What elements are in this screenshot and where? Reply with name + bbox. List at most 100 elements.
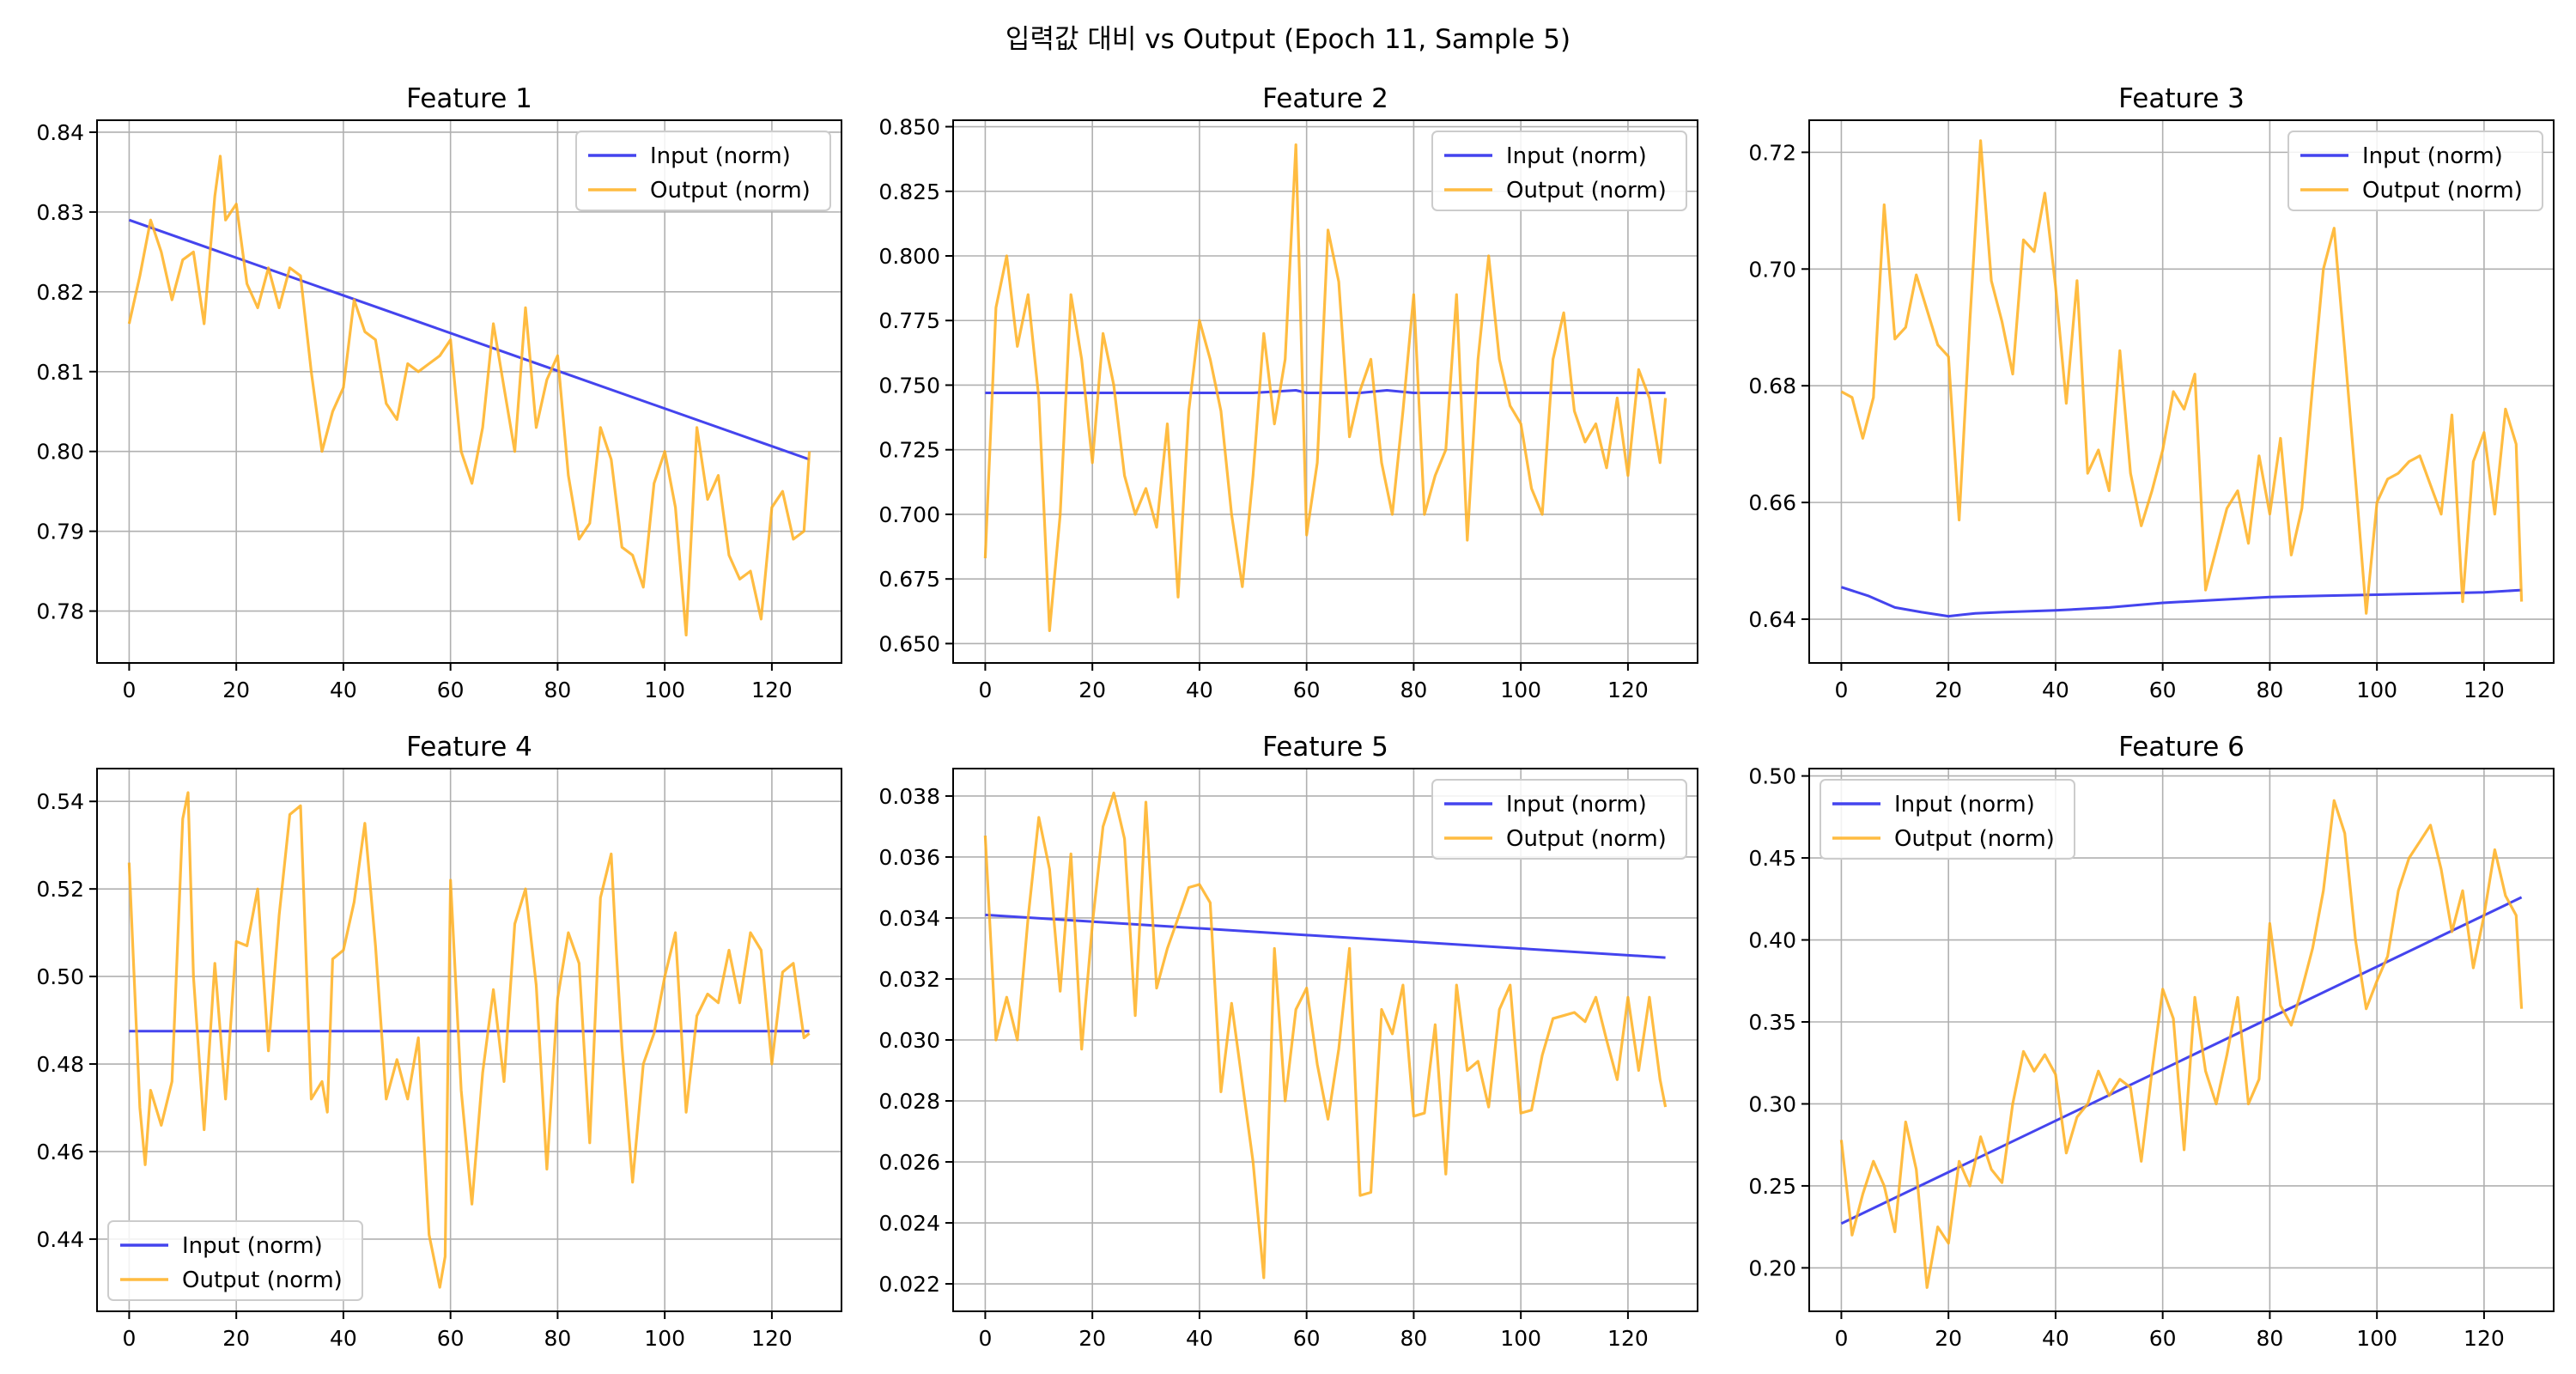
- chart-2-y-tick-label: 0.650: [878, 631, 940, 656]
- chart-1-y-tick-label: 0.83: [36, 200, 84, 225]
- chart-5-y-tick-label: 0.026: [878, 1150, 940, 1175]
- chart-3-x-tick-label: 120: [2464, 678, 2505, 702]
- chart-2-x-tick-label: 40: [1186, 678, 1213, 702]
- chart-5-series-output-line: [983, 791, 1668, 1280]
- chart-1-y-tick-label: 0.80: [36, 440, 84, 465]
- chart-3-y-tick-label: 0.68: [1748, 374, 1796, 398]
- chart-2-y-tick-label: 0.775: [878, 308, 940, 333]
- chart-5-legend: Input (norm) Output (norm): [1431, 779, 1687, 860]
- chart-3-axes-frame: [1808, 119, 2555, 664]
- chart-2-x-tick-label: 60: [1293, 678, 1321, 702]
- chart-5-x-tick-label: 80: [1400, 1326, 1428, 1351]
- chart-6-x-tick-label: 40: [2042, 1326, 2069, 1351]
- chart-6-y-tick-label: 0.35: [1748, 1010, 1796, 1035]
- chart-5-x-tick-label: 40: [1186, 1326, 1213, 1351]
- chart-6-series-input-line: [1840, 896, 2523, 1225]
- chart-6-y-tick-label: 0.45: [1748, 846, 1796, 871]
- chart-4-x-tick-label: 80: [544, 1326, 572, 1351]
- chart-5-y-tick-label: 0.024: [878, 1211, 940, 1236]
- chart-4-legend: Input (norm) Output (norm): [107, 1220, 363, 1301]
- chart-3-x-tick-label: 60: [2149, 678, 2177, 702]
- chart-2-y-tick-label: 0.800: [878, 244, 940, 269]
- chart-4-series-output-line: [127, 791, 811, 1289]
- chart-1-title: Feature 1: [406, 83, 532, 114]
- chart-4-y-tick-label: 0.52: [36, 877, 84, 902]
- chart-2-y-tick-label: 0.725: [878, 438, 940, 463]
- chart-6-legend-label-input: Input (norm): [1894, 792, 2035, 818]
- chart-6-legend: Input (norm) Output (norm): [1820, 779, 2075, 860]
- chart-5-legend-label-input: Input (norm): [1506, 792, 1647, 818]
- chart-1-x-tick-label: 0: [122, 678, 136, 702]
- chart-4-axes-frame: [96, 768, 842, 1312]
- chart-2-y-tick-label: 0.850: [878, 115, 940, 140]
- chart-6-x-tick-label: 100: [2356, 1326, 2397, 1351]
- chart-1-x-tick-label: 80: [544, 678, 572, 702]
- chart-4-y-tick-label: 0.46: [36, 1140, 84, 1164]
- chart-2-legend-label-input: Input (norm): [1506, 143, 1647, 169]
- chart-2-y-tick-label: 0.675: [878, 567, 940, 592]
- chart-5-y-tick-label: 0.038: [878, 784, 940, 809]
- chart-6-x-tick-label: 20: [1935, 1326, 1962, 1351]
- chart-2-x-tick-label: 100: [1500, 678, 1541, 702]
- chart-3-x-tick-label: 0: [1834, 678, 1848, 702]
- chart-1-y-tick-label: 0.79: [36, 520, 84, 544]
- chart-3-y-tick-label: 0.70: [1748, 257, 1796, 282]
- chart-6-y-tick-label: 0.25: [1748, 1174, 1796, 1199]
- chart-3-series-input-line: [1840, 586, 2522, 618]
- chart-4-legend-label-input: Input (norm): [182, 1233, 323, 1259]
- chart-3-series-output-line: [1840, 139, 2524, 615]
- chart-3-x-tick-label: 20: [1935, 678, 1962, 702]
- chart-2-legend: Input (norm) Output (norm): [1431, 131, 1687, 211]
- chart-2-legend-box: [1431, 131, 1687, 211]
- chart-3-legend: Input (norm) Output (norm): [2287, 131, 2543, 211]
- chart-2-x-tick-label: 120: [1607, 678, 1649, 702]
- chart-4-legend-label-output: Output (norm): [182, 1268, 343, 1293]
- chart-1-series-output-line: [127, 155, 811, 637]
- chart-2-x-tick-label: 20: [1078, 678, 1106, 702]
- chart-1-x-tick-label: 100: [644, 678, 685, 702]
- chart-2-axes-frame: [952, 119, 1698, 664]
- chart-1-legend: Input (norm) Output (norm): [575, 131, 831, 211]
- chart-6-title: Feature 6: [2118, 732, 2245, 763]
- chart-4-legend-box: [107, 1220, 363, 1301]
- chart-5-x-tick-label: 60: [1293, 1326, 1321, 1351]
- chart-4-y-tick-label: 0.44: [36, 1227, 84, 1252]
- chart-6-x-tick-label: 80: [2257, 1326, 2284, 1351]
- chart-2-title: Feature 2: [1262, 83, 1388, 114]
- figure-title: 입력값 대비 vs Output (Epoch 11, Sample 5): [1005, 24, 1571, 55]
- chart-4-x-tick-label: 100: [644, 1326, 685, 1351]
- chart-1-y-tick-label: 0.81: [36, 360, 84, 385]
- chart-3-x-tick-label: 80: [2257, 678, 2284, 702]
- chart-2-y-tick-label: 0.750: [878, 373, 940, 398]
- chart-2-series-input-line: [985, 389, 1666, 394]
- chart-5-y-tick-label: 0.036: [878, 845, 940, 870]
- chart-6-y-tick-label: 0.30: [1748, 1091, 1796, 1116]
- chart-2-x-tick-label: 0: [978, 678, 992, 702]
- chart-4-x-tick-label: 40: [330, 1326, 357, 1351]
- chart-4-x-tick-label: 20: [222, 1326, 250, 1351]
- chart-5-y-tick-label: 0.034: [878, 906, 940, 931]
- chart-4-y-tick-label: 0.50: [36, 964, 84, 989]
- chart-3-x-tick-label: 40: [2042, 678, 2069, 702]
- chart-5-series-input-line: [985, 913, 1666, 959]
- chart-1-y-tick-label: 0.84: [36, 120, 84, 145]
- chart-6-y-tick-label: 0.20: [1748, 1255, 1796, 1280]
- chart-4-x-tick-label: 120: [751, 1326, 793, 1351]
- chart-5-x-tick-label: 100: [1500, 1326, 1541, 1351]
- chart-1-axes-frame: [96, 119, 842, 664]
- chart-3-y-tick-label: 0.64: [1748, 607, 1796, 632]
- chart-1-x-tick-label: 60: [437, 678, 465, 702]
- chart-4-y-tick-label: 0.54: [36, 789, 84, 814]
- chart-5-y-tick-label: 0.030: [878, 1028, 940, 1053]
- chart-1-legend-box: [575, 131, 831, 211]
- chart-5-x-tick-label: 120: [1607, 1326, 1649, 1351]
- chart-6-x-tick-label: 0: [1834, 1326, 1848, 1351]
- chart-6-series-output-line: [1839, 799, 2524, 1289]
- chart-1-x-tick-label: 40: [330, 678, 357, 702]
- chart-1-x-tick-label: 120: [751, 678, 793, 702]
- chart-5-y-tick-label: 0.032: [878, 967, 940, 992]
